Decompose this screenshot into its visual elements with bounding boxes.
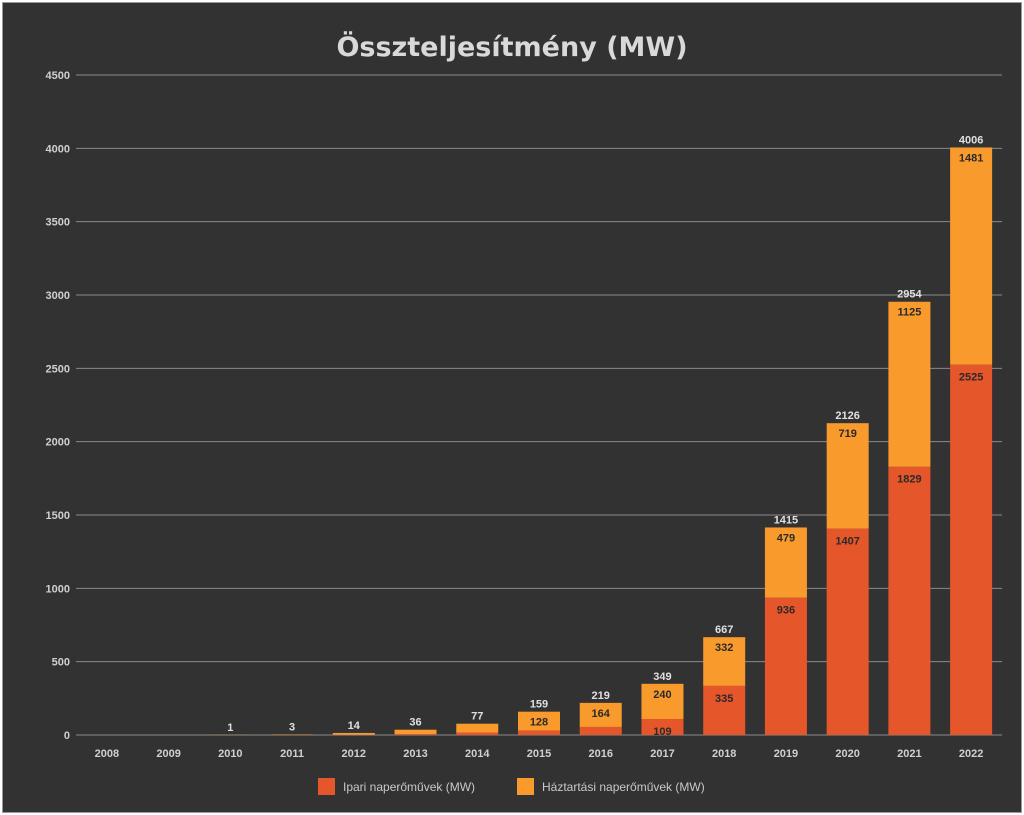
y-tick-label-4: 2000	[46, 437, 70, 449]
bar-label-haztartasi-2019: 479	[777, 532, 795, 544]
total-label-2020: 2126	[835, 410, 859, 422]
bar-haztartasi-2021	[888, 301, 931, 467]
x-tick-label-2017: 2017	[650, 748, 674, 760]
bar-ipari-2018	[703, 685, 746, 735]
y-tick-label-9: 4500	[46, 70, 70, 82]
bar-ipari-2019	[764, 597, 807, 735]
bar-label-ipari-2019: 936	[777, 605, 795, 617]
total-label-2013: 36	[409, 717, 421, 729]
x-tick-label-2022: 2022	[959, 748, 983, 760]
total-label-2010: 1	[227, 722, 233, 734]
bar-label-haztartasi-2020: 719	[838, 428, 856, 440]
bar-haztartasi-2019	[764, 527, 807, 598]
legend-item-ipari: Ipari naperőművek (MW)	[318, 778, 475, 795]
y-tick-label-2: 1000	[46, 583, 70, 595]
bar-haztartasi-2013	[394, 729, 437, 735]
x-tick-label-2020: 2020	[835, 748, 859, 760]
legend-swatch-haztartasi	[517, 778, 534, 795]
total-label-2015: 159	[530, 699, 548, 711]
x-tick-label-2015: 2015	[527, 748, 551, 760]
x-tick-label-2011: 2011	[280, 748, 304, 760]
bar-haztartasi-2016	[579, 702, 622, 727]
y-tick-label-0: 0	[64, 730, 70, 742]
total-label-2016: 219	[592, 690, 610, 702]
bar-ipari-2013	[394, 734, 437, 735]
bar-haztartasi-2012	[332, 732, 375, 735]
bar-label-haztartasi-2018: 332	[715, 642, 733, 654]
bar-label-haztartasi-2021: 1125	[897, 307, 921, 319]
total-label-2012: 14	[348, 720, 361, 732]
bar-label-ipari-2017: 109	[653, 726, 671, 738]
x-tick-label-2009: 2009	[156, 748, 180, 760]
bar-ipari-2017	[641, 719, 684, 735]
bar-haztartasi-2015	[518, 711, 560, 731]
legend-label-haztartasi: Háztartási naperőművek (MW)	[542, 779, 705, 794]
bar-haztartasi-2022	[950, 147, 993, 365]
bar-ipari-2016	[579, 726, 622, 735]
legend-label-ipari: Ipari naperőművek (MW)	[343, 779, 476, 794]
total-label-2019: 1415	[774, 514, 798, 526]
x-tick-label-2016: 2016	[588, 748, 612, 760]
bar-ipari-2020	[826, 528, 869, 735]
y-tick-label-3: 1500	[46, 510, 70, 522]
x-tick-label-2021: 2021	[897, 748, 921, 760]
x-tick-label-2018: 2018	[712, 748, 736, 760]
bar-ipari-2022	[950, 364, 993, 735]
bar-label-haztartasi-2015: 128	[530, 717, 548, 729]
total-label-2021: 2954	[897, 289, 922, 301]
x-tick-label-2008: 2008	[95, 748, 119, 760]
bar-label-ipari-2020: 1407	[835, 536, 859, 548]
bar-label-ipari-2022: 2525	[959, 372, 983, 384]
bar-ipari-2021	[888, 466, 931, 735]
bar-haztartasi-2020	[826, 423, 869, 529]
bar-ipari-2014	[456, 732, 499, 735]
x-tick-label-2013: 2013	[403, 748, 427, 760]
total-label-2022: 4006	[959, 134, 983, 146]
y-tick-label-8: 4000	[46, 143, 70, 155]
legend-item-haztartasi: Háztartási naperőművek (MW)	[517, 778, 705, 795]
bar-label-haztartasi-2022: 1481	[959, 152, 983, 164]
bar-label-ipari-2018: 335	[715, 693, 733, 705]
x-tick-label-2010: 2010	[218, 748, 242, 760]
legend-swatch-ipari	[318, 778, 335, 795]
x-tick-label-2019: 2019	[774, 748, 798, 760]
total-label-2018: 667	[715, 624, 733, 636]
x-tick-label-2014: 2014	[465, 748, 490, 760]
y-tick-label-6: 3000	[46, 290, 70, 302]
y-tick-label-1: 500	[52, 657, 70, 669]
chart-title: Összteljesítmény (MW)	[336, 32, 688, 63]
x-tick-label-2012: 2012	[342, 748, 366, 760]
bar-label-haztartasi-2016: 164	[592, 708, 611, 720]
bar-haztartasi-2017	[641, 683, 684, 720]
total-label-2011: 3	[289, 722, 295, 734]
y-tick-label-7: 3500	[46, 217, 70, 229]
bar-haztartasi-2014	[456, 723, 499, 733]
bar-ipari-2015	[518, 730, 560, 735]
bar-haztartasi-2018	[703, 637, 746, 686]
total-label-2017: 349	[653, 671, 671, 683]
total-label-2014: 77	[471, 711, 483, 723]
bar-label-ipari-2021: 1829	[897, 474, 921, 486]
y-tick-label-5: 2500	[46, 363, 70, 375]
bar-label-haztartasi-2017: 240	[653, 689, 671, 701]
